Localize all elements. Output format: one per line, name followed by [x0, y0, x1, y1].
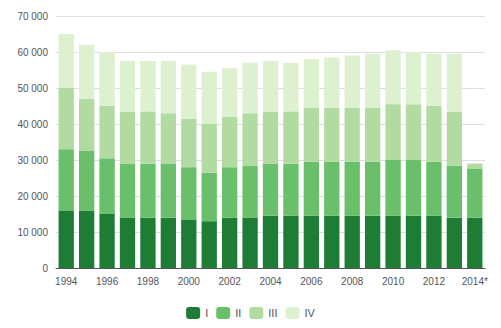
svg-text:20 000: 20 000	[17, 191, 48, 202]
svg-text:2012: 2012	[423, 276, 446, 287]
svg-text:10 000: 10 000	[17, 227, 48, 238]
svg-text:2002: 2002	[219, 276, 242, 287]
svg-text:1996: 1996	[96, 276, 119, 287]
svg-text:0: 0	[42, 263, 48, 274]
svg-text:III: III	[268, 307, 277, 319]
svg-text:2014*: 2014*	[462, 276, 488, 287]
svg-text:40 000: 40 000	[17, 119, 48, 130]
svg-text:70 000: 70 000	[17, 11, 48, 22]
svg-text:I: I	[205, 307, 208, 319]
svg-text:2010: 2010	[382, 276, 405, 287]
svg-text:IV: IV	[304, 307, 315, 319]
svg-text:2000: 2000	[178, 276, 201, 287]
svg-text:II: II	[235, 307, 241, 319]
svg-text:1998: 1998	[137, 276, 160, 287]
svg-text:60 000: 60 000	[17, 47, 48, 58]
svg-text:1994: 1994	[55, 276, 78, 287]
svg-text:2006: 2006	[300, 276, 323, 287]
svg-text:2008: 2008	[341, 276, 364, 287]
svg-text:50 000: 50 000	[17, 83, 48, 94]
svg-text:2004: 2004	[259, 276, 282, 287]
svg-text:30 000: 30 000	[17, 155, 48, 166]
